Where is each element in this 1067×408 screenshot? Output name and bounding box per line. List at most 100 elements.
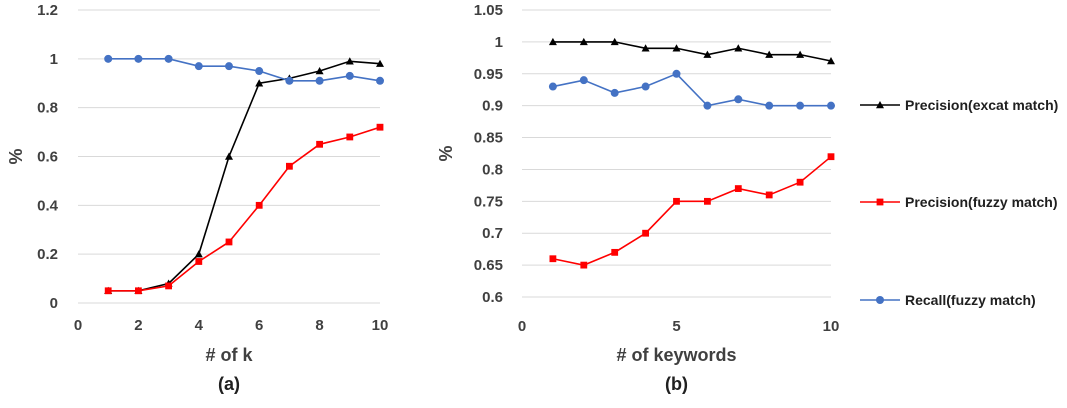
series-line-recall_fuzzy <box>552 72 831 107</box>
data-point-recall_fuzzy <box>376 76 384 85</box>
data-point-precision_exact <box>796 50 805 58</box>
series-precision_fuzzy <box>549 153 835 269</box>
chart-panel-2: 0.6 0.65 0.7 0.75 0.8 0.85 0.9 0.95 1 1.05 0 5 10 # o… <box>436 2 1058 394</box>
data-point-recall_fuzzy <box>765 101 774 110</box>
legend-marker <box>876 101 884 109</box>
data-point-recall_fuzzy <box>796 101 805 110</box>
series-line-precision_exact <box>552 41 832 62</box>
y-tick-label: 0.9 <box>482 98 503 115</box>
series-recall_fuzzy <box>104 54 384 85</box>
series-line-recall_fuzzy <box>108 58 381 82</box>
data-point-precision_exact <box>672 44 681 52</box>
y-tick-label: 0.6 <box>37 149 58 166</box>
x-tick-label: 4 <box>195 317 204 334</box>
data-point-precision_fuzzy <box>135 287 142 295</box>
data-point-precision_exact <box>376 59 384 67</box>
panel-caption: (a) <box>218 374 240 394</box>
x-tick-label: 8 <box>315 317 323 334</box>
data-point-precision_exact <box>641 44 650 52</box>
y-axis-label: % <box>436 145 456 161</box>
data-point-recall_fuzzy <box>345 71 354 80</box>
data-point-precision_fuzzy <box>642 229 649 237</box>
y-tick-label: 0 <box>50 295 58 312</box>
data-point-precision_fuzzy <box>286 162 293 170</box>
y-tick-label: 0.95 <box>474 66 503 83</box>
chart-panel-1: 0 0.2 0.4 0.6 0.8 1 1.2 0 2 4 6 8 10 # of k% (a) <box>6 2 388 394</box>
data-point-recall_fuzzy <box>610 88 619 97</box>
legend-item-recall_fuzzy: Recall(fuzzy match) <box>860 292 1036 308</box>
data-point-recall_fuzzy <box>641 82 650 91</box>
data-point-precision_fuzzy <box>734 185 742 192</box>
data-point-recall_fuzzy <box>225 62 233 71</box>
data-point-precision_exact <box>703 50 712 58</box>
series-line-precision_fuzzy <box>552 156 832 266</box>
x-tick-label: 5 <box>672 318 680 335</box>
data-point-recall_fuzzy <box>734 95 743 104</box>
data-point-recall_fuzzy <box>315 76 324 85</box>
data-point-precision_exact <box>734 44 743 52</box>
y-axis-label: % <box>6 148 26 164</box>
data-point-precision_fuzzy <box>704 197 711 205</box>
series-line-precision_exact <box>108 60 381 292</box>
legend-label: Precision(excat match) <box>905 97 1058 113</box>
data-point-precision_fuzzy <box>255 201 263 209</box>
legend-item-precision_fuzzy: Precision(fuzzy match) <box>860 194 1057 210</box>
data-point-recall_fuzzy <box>548 82 557 91</box>
x-tick-label: 2 <box>134 317 142 334</box>
data-point-precision_exact <box>255 79 264 87</box>
data-point-precision_fuzzy <box>195 258 203 265</box>
data-point-precision_fuzzy <box>611 248 619 256</box>
data-point-precision_fuzzy <box>316 140 323 148</box>
legend: Precision(excat match) Precision(fuzzy ma… <box>860 97 1058 308</box>
y-tick-label: 1.2 <box>37 2 58 19</box>
y-tick-label: 1.05 <box>474 2 503 19</box>
data-point-precision_fuzzy <box>376 123 384 131</box>
data-point-recall_fuzzy <box>104 54 113 63</box>
data-point-precision_exact <box>579 37 588 46</box>
data-point-recall_fuzzy <box>194 62 203 71</box>
data-point-precision_fuzzy <box>796 178 804 186</box>
data-point-precision_exact <box>548 37 557 46</box>
data-point-recall_fuzzy <box>164 54 173 63</box>
data-point-precision_fuzzy <box>580 261 588 269</box>
data-point-precision_exact <box>315 67 324 75</box>
y-tick-label: 1 <box>50 51 58 68</box>
legend-marker <box>876 198 884 206</box>
data-point-recall_fuzzy <box>579 76 588 85</box>
legend-label: Recall(fuzzy match) <box>905 292 1036 308</box>
x-axis-label: # of keywords <box>616 345 736 365</box>
x-tick-label: 6 <box>255 317 263 334</box>
x-tick-label: 0 <box>74 317 82 334</box>
data-point-recall_fuzzy <box>703 101 712 110</box>
data-point-recall_fuzzy <box>672 69 681 78</box>
y-tick-label: 0.6 <box>482 289 503 306</box>
series-recall_fuzzy <box>548 69 835 110</box>
panel-caption: (b) <box>665 374 688 394</box>
data-point-precision_exact <box>765 50 774 58</box>
series-precision_exact <box>104 57 384 294</box>
y-tick-label: 0.85 <box>474 130 503 147</box>
y-tick-label: 0.7 <box>482 225 503 242</box>
data-point-precision_fuzzy <box>346 133 354 141</box>
legend-item-precision_exact: Precision(excat match) <box>860 97 1058 113</box>
data-point-recall_fuzzy <box>285 76 294 85</box>
series-precision_exact <box>548 37 835 65</box>
data-point-precision_exact <box>345 57 354 65</box>
data-point-precision_exact <box>610 37 619 46</box>
data-point-precision_exact <box>827 57 835 65</box>
y-tick-label: 0.75 <box>474 193 503 210</box>
data-point-recall_fuzzy <box>827 101 835 110</box>
series-line-precision_fuzzy <box>108 126 381 292</box>
x-axis-label: # of k <box>205 345 253 365</box>
data-point-recall_fuzzy <box>134 54 143 63</box>
data-point-precision_fuzzy <box>165 282 172 290</box>
y-tick-label: 0.8 <box>482 161 503 178</box>
x-tick-label: 10 <box>823 318 840 335</box>
data-point-recall_fuzzy <box>255 67 264 76</box>
y-tick-label: 0.8 <box>37 100 58 117</box>
data-point-precision_fuzzy <box>673 197 680 205</box>
legend-label: Precision(fuzzy match) <box>905 194 1057 210</box>
y-tick-label: 0.4 <box>37 197 59 214</box>
